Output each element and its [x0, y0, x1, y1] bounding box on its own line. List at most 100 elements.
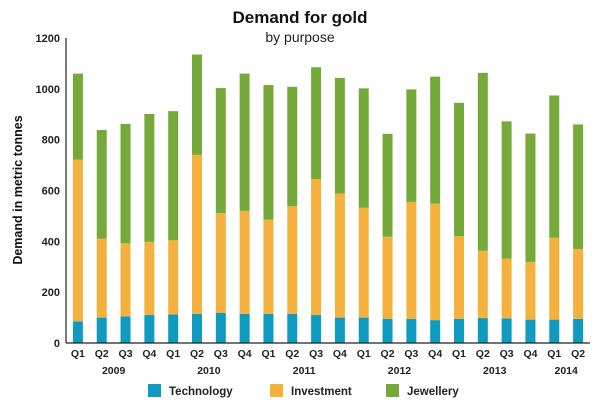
bar-jewellery-4	[168, 111, 179, 241]
bar-jewellery-7	[239, 73, 250, 211]
legend-label-technology: Technology	[169, 386, 233, 398]
bar-technology-12	[358, 317, 369, 343]
bar-investment-5	[192, 154, 202, 314]
bar-jewellery-17	[477, 72, 488, 251]
x-tick-label: Q1	[71, 348, 85, 360]
bar-technology-0	[72, 321, 83, 343]
bar-investment-15	[430, 203, 441, 321]
x-tick-label: Q2	[571, 348, 585, 360]
x-tick-label: Q3	[309, 348, 323, 360]
bar-technology-20	[549, 319, 560, 343]
bar-technology-7	[239, 313, 250, 343]
x-tick-label: Q4	[523, 348, 537, 360]
x-tick-label: Q3	[214, 348, 228, 360]
bar-investment-2	[120, 243, 131, 317]
x-tick-label: Q1	[547, 348, 561, 360]
x-tick-label: Q1	[261, 348, 275, 360]
bar-investment-14	[406, 201, 417, 319]
legend-swatch-technology	[148, 384, 161, 397]
year-label: 2014	[555, 365, 579, 377]
bar-technology-11	[334, 317, 345, 343]
bar-technology-6	[215, 313, 226, 343]
x-tick-label: Q4	[142, 348, 156, 360]
legend-swatch-investment	[270, 384, 283, 397]
bar-investment-18	[501, 258, 512, 319]
bar-investment-4	[168, 240, 179, 315]
y-tick-label: 0	[54, 338, 60, 350]
x-tick-label: Q2	[190, 348, 204, 360]
y-axis-ticks: 0 200 400 600 800 1000 1200	[36, 33, 60, 350]
bar-technology-19	[525, 319, 536, 343]
bar-jewellery-21	[573, 124, 584, 249]
bar-jewellery-11	[334, 77, 345, 194]
chart-subtitle: by purpose	[265, 29, 334, 45]
year-label: 2013	[483, 365, 507, 377]
bar-investment-9	[287, 206, 298, 314]
bar-investment-13	[382, 236, 393, 319]
x-tick-label: Q2	[476, 348, 490, 360]
year-label: 2011	[293, 365, 316, 377]
bar-technology-8	[263, 313, 274, 343]
y-tick-label: 1200	[36, 33, 60, 45]
bar-investment-17	[477, 250, 488, 319]
bars	[72, 54, 584, 344]
bar-technology-4	[168, 314, 179, 343]
bar-jewellery-14	[406, 89, 417, 202]
bar-investment-19	[525, 261, 536, 320]
bar-investment-12	[358, 207, 369, 318]
bar-jewellery-8	[263, 85, 274, 220]
bar-jewellery-15	[430, 76, 441, 204]
bar-technology-14	[406, 318, 417, 343]
bar-jewellery-0	[72, 73, 83, 160]
bar-technology-9	[287, 313, 298, 343]
bar-jewellery-13	[382, 133, 393, 237]
bar-technology-15	[430, 320, 441, 344]
bar-investment-16	[454, 236, 464, 319]
bar-investment-8	[263, 219, 274, 314]
bar-investment-7	[239, 210, 250, 314]
x-tick-label: Q3	[404, 348, 418, 360]
bar-jewellery-5	[192, 54, 202, 155]
y-tick-label: 600	[42, 186, 60, 198]
x-tick-label: Q3	[119, 348, 133, 360]
bar-technology-1	[96, 317, 107, 343]
year-label: 2012	[388, 365, 412, 377]
x-tick-label: Q3	[500, 348, 514, 360]
x-tick-label: Q1	[452, 348, 466, 360]
chart-title: Demand for gold	[232, 8, 367, 27]
year-label: 2010	[197, 365, 221, 377]
bar-technology-21	[573, 318, 584, 343]
legend-label-investment: Investment	[291, 386, 352, 398]
y-axis-label: Demand in metric tonnes	[11, 115, 25, 264]
y-tick-label: 200	[42, 287, 60, 299]
legend-swatch-jewellery	[386, 384, 399, 397]
y-tick-label: 800	[42, 135, 60, 147]
bar-jewellery-12	[358, 88, 369, 208]
bar-investment-0	[72, 159, 83, 322]
bar-technology-10	[311, 315, 322, 343]
bar-investment-10	[311, 179, 322, 316]
bar-jewellery-10	[311, 67, 322, 180]
x-tick-label: Q2	[285, 348, 299, 360]
axes	[65, 38, 590, 344]
bar-jewellery-2	[120, 123, 131, 244]
x-tick-label: Q2	[381, 348, 395, 360]
legend: Technology Investment Jewellery	[148, 384, 459, 398]
year-labels: 2009 2010 2011 2012 2013 2014	[102, 365, 578, 377]
bar-technology-5	[192, 313, 202, 343]
year-label: 2009	[102, 365, 126, 377]
legend-label-jewellery: Jewellery	[407, 386, 459, 398]
bar-technology-18	[501, 318, 512, 343]
bar-jewellery-16	[454, 102, 464, 237]
bar-investment-6	[215, 213, 226, 314]
bar-investment-21	[573, 248, 584, 319]
bar-technology-17	[477, 318, 488, 343]
x-tick-label: Q1	[166, 348, 180, 360]
x-tick-label: Q1	[357, 348, 371, 360]
bar-jewellery-20	[549, 95, 560, 238]
bar-investment-3	[144, 241, 155, 316]
x-tick-label: Q2	[95, 348, 109, 360]
bar-technology-2	[120, 316, 131, 343]
